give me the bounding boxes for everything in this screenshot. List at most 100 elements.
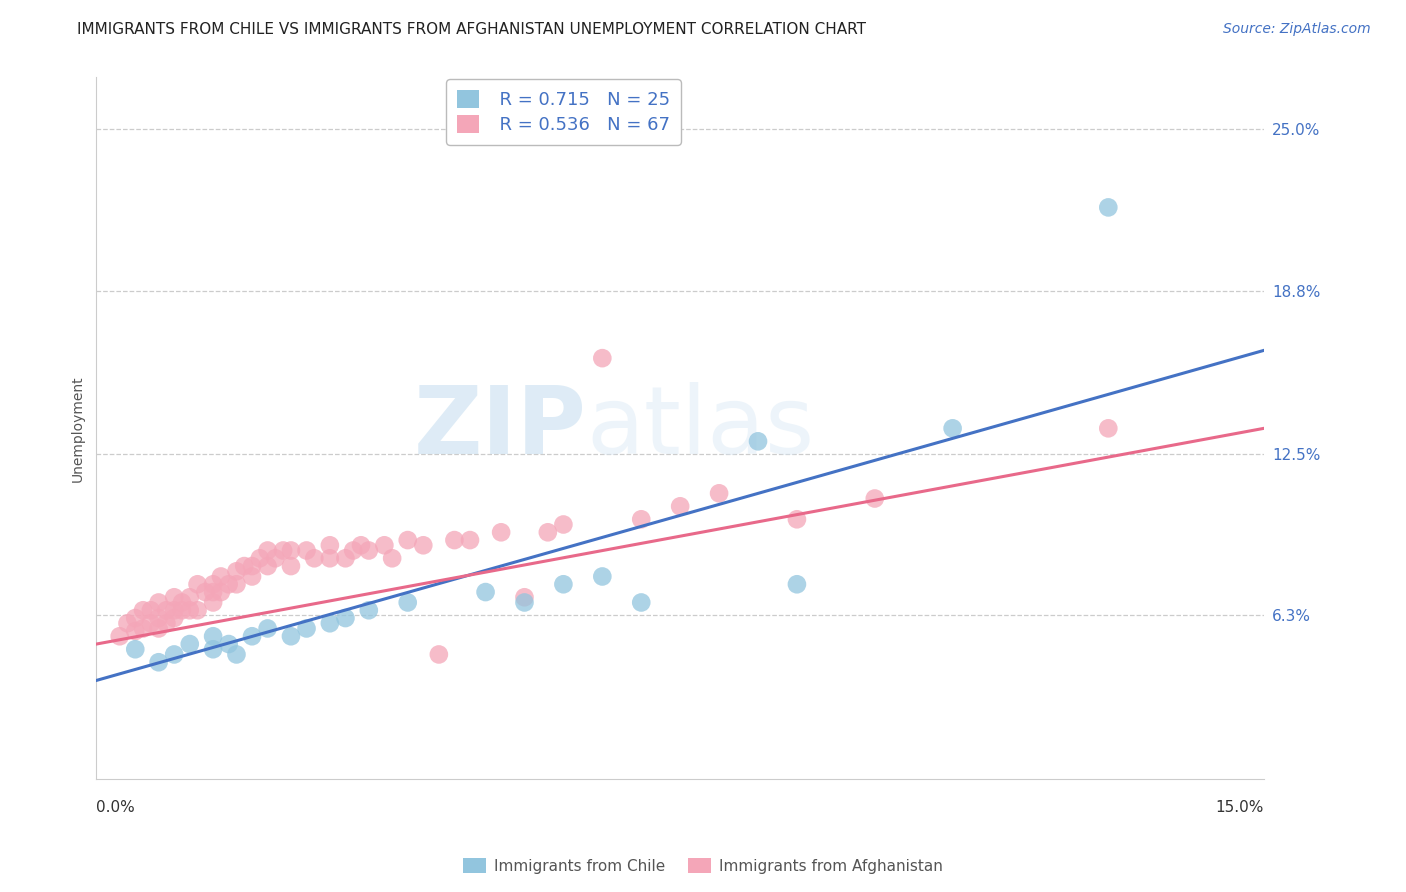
- Point: [553, 517, 575, 532]
- Point: [139, 603, 162, 617]
- Point: [513, 595, 536, 609]
- Point: [474, 585, 496, 599]
- Point: [295, 543, 318, 558]
- Point: [264, 551, 287, 566]
- Y-axis label: Unemployment: Unemployment: [72, 375, 86, 482]
- Point: [335, 551, 357, 566]
- Point: [132, 603, 155, 617]
- Point: [707, 486, 730, 500]
- Point: [443, 533, 465, 547]
- Point: [148, 622, 170, 636]
- Point: [786, 512, 808, 526]
- Point: [225, 648, 247, 662]
- Point: [187, 577, 209, 591]
- Text: 0.0%: 0.0%: [97, 800, 135, 815]
- Point: [124, 624, 146, 638]
- Point: [209, 569, 232, 583]
- Point: [209, 585, 232, 599]
- Text: Source: ZipAtlas.com: Source: ZipAtlas.com: [1223, 22, 1371, 37]
- Point: [218, 637, 240, 651]
- Point: [630, 512, 652, 526]
- Point: [280, 629, 302, 643]
- Point: [256, 559, 278, 574]
- Point: [412, 538, 434, 552]
- Point: [170, 595, 193, 609]
- Point: [319, 616, 342, 631]
- Point: [553, 577, 575, 591]
- Point: [396, 595, 419, 609]
- Text: atlas: atlas: [586, 383, 815, 475]
- Point: [225, 564, 247, 578]
- Point: [747, 434, 769, 449]
- Point: [357, 603, 380, 617]
- Point: [233, 559, 256, 574]
- Text: ZIP: ZIP: [413, 383, 586, 475]
- Point: [458, 533, 481, 547]
- Point: [630, 595, 652, 609]
- Point: [108, 629, 131, 643]
- Point: [357, 543, 380, 558]
- Legend: Immigrants from Chile, Immigrants from Afghanistan: Immigrants from Chile, Immigrants from A…: [457, 852, 949, 880]
- Point: [342, 543, 364, 558]
- Point: [381, 551, 404, 566]
- Point: [163, 591, 186, 605]
- Point: [350, 538, 373, 552]
- Point: [124, 611, 146, 625]
- Point: [170, 603, 193, 617]
- Point: [373, 538, 395, 552]
- Point: [1097, 421, 1119, 435]
- Point: [179, 591, 201, 605]
- Point: [396, 533, 419, 547]
- Point: [537, 525, 560, 540]
- Point: [187, 603, 209, 617]
- Point: [591, 351, 613, 366]
- Point: [591, 569, 613, 583]
- Point: [427, 648, 450, 662]
- Point: [335, 611, 357, 625]
- Point: [280, 543, 302, 558]
- Point: [163, 611, 186, 625]
- Point: [132, 622, 155, 636]
- Point: [256, 622, 278, 636]
- Point: [669, 500, 692, 514]
- Point: [155, 603, 177, 617]
- Point: [194, 585, 217, 599]
- Text: IMMIGRANTS FROM CHILE VS IMMIGRANTS FROM AFGHANISTAN UNEMPLOYMENT CORRELATION CH: IMMIGRANTS FROM CHILE VS IMMIGRANTS FROM…: [77, 22, 866, 37]
- Point: [202, 577, 225, 591]
- Point: [319, 538, 342, 552]
- Point: [319, 551, 342, 566]
- Point: [124, 642, 146, 657]
- Point: [304, 551, 326, 566]
- Point: [513, 591, 536, 605]
- Point: [1097, 201, 1119, 215]
- Point: [489, 525, 512, 540]
- Point: [240, 569, 263, 583]
- Point: [202, 629, 225, 643]
- Point: [148, 655, 170, 669]
- Point: [179, 637, 201, 651]
- Text: 15.0%: 15.0%: [1216, 800, 1264, 815]
- Point: [139, 616, 162, 631]
- Point: [202, 595, 225, 609]
- Point: [240, 559, 263, 574]
- Point: [249, 551, 271, 566]
- Point: [148, 611, 170, 625]
- Point: [202, 642, 225, 657]
- Point: [280, 559, 302, 574]
- Point: [218, 577, 240, 591]
- Point: [163, 648, 186, 662]
- Point: [786, 577, 808, 591]
- Point: [117, 616, 139, 631]
- Point: [202, 585, 225, 599]
- Point: [163, 603, 186, 617]
- Point: [942, 421, 965, 435]
- Point: [295, 622, 318, 636]
- Point: [240, 629, 263, 643]
- Legend:   R = 0.715   N = 25,   R = 0.536   N = 67: R = 0.715 N = 25, R = 0.536 N = 67: [446, 79, 681, 145]
- Point: [225, 577, 247, 591]
- Point: [148, 595, 170, 609]
- Point: [863, 491, 886, 506]
- Point: [271, 543, 294, 558]
- Point: [155, 616, 177, 631]
- Point: [179, 603, 201, 617]
